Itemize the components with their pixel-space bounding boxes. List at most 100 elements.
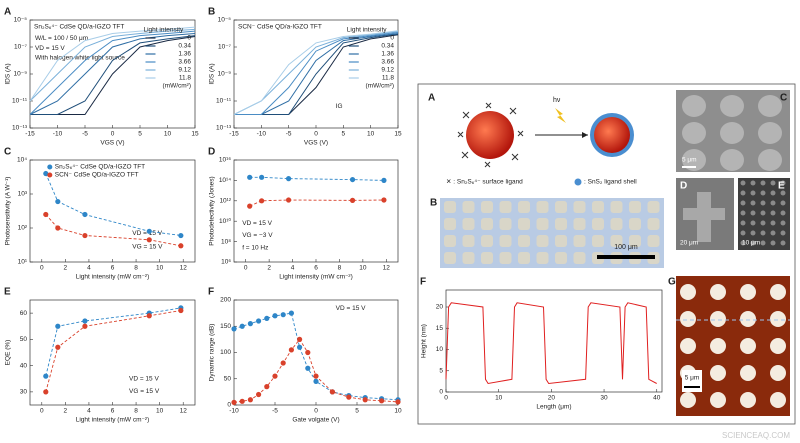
y-tick-label: 200 — [220, 297, 231, 304]
pattern-dot — [680, 311, 696, 327]
legend-entry: Sn₂S₆⁴⁻ CdSe QD/a-IGZO TFT — [55, 164, 145, 171]
y-tick-label: 10² — [18, 225, 28, 232]
data-point — [313, 373, 319, 379]
legend-entry: 1.36 — [381, 51, 394, 58]
pattern-dot — [740, 311, 756, 327]
data-point — [231, 399, 237, 405]
y-tick-label: 10¹⁴ — [219, 177, 231, 184]
panel-label: F — [208, 287, 214, 298]
x-tick-label: -10 — [257, 131, 267, 138]
plot-frame — [445, 289, 663, 393]
y-axis-label: Dynamic range (dB) — [209, 324, 216, 382]
annotation: VD = 15 V — [132, 230, 162, 237]
pattern-dot — [481, 252, 493, 264]
schematic: A hν ✕ : Sn₂S₆⁴⁻ surface ligand : SnS₂ l… — [428, 93, 637, 186]
x-axis-label: Light intensity (mW cm⁻²) — [76, 274, 150, 281]
pattern-dot — [770, 180, 776, 186]
x-tick-label: 2 — [267, 265, 271, 272]
pattern-dot — [518, 252, 530, 264]
pattern-dot — [444, 218, 456, 230]
pattern-dot — [750, 200, 756, 206]
data-point — [297, 344, 303, 350]
y-axis-label: EQE (%) — [5, 340, 12, 366]
legend-entry: 0 — [187, 35, 191, 42]
data-point — [379, 398, 385, 404]
data-point — [146, 237, 152, 243]
pattern-dot — [481, 201, 493, 213]
annotation: VD = 15 V — [336, 305, 366, 312]
data-point — [247, 397, 253, 403]
y-tick-label: 10⁻¹³ — [216, 125, 232, 132]
data-point — [305, 365, 311, 371]
data-point — [55, 323, 61, 329]
pattern-dot — [770, 220, 776, 226]
data-point — [55, 344, 61, 350]
pattern-dot — [647, 218, 660, 230]
data-point — [82, 318, 88, 324]
annotation: VD = 15 V — [242, 220, 272, 227]
pattern-dot — [740, 190, 746, 196]
pattern-dot — [780, 200, 786, 206]
pattern-dot — [750, 210, 756, 216]
data-point — [297, 336, 303, 342]
pattern-dot — [740, 338, 756, 354]
data-point — [247, 174, 253, 180]
ligand-legend: ✕ : Sn₂S₆⁴⁻ surface ligand — [446, 179, 523, 186]
series-line — [29, 30, 196, 115]
y-tick-label: 50 — [20, 336, 28, 343]
pattern-dot — [462, 201, 475, 213]
y-tick-label: 40 — [20, 362, 28, 369]
pattern-dot — [760, 210, 766, 216]
hv-label: hν — [553, 97, 561, 104]
y-tick-label: 10⁶ — [221, 259, 231, 266]
x-tick-label: 0 — [244, 265, 248, 272]
pattern-dot — [518, 235, 530, 247]
series-line — [30, 35, 196, 115]
pattern-dot — [750, 240, 756, 246]
data-point — [82, 211, 88, 218]
pattern-dot — [592, 235, 604, 247]
pattern-dot — [720, 122, 744, 144]
pattern-dot — [710, 392, 726, 408]
series-line — [29, 26, 196, 102]
pattern-dot — [760, 200, 766, 206]
x-tick-label: 0 — [111, 131, 115, 138]
x-tick-label: -10 — [53, 131, 63, 138]
pattern-dot — [740, 200, 746, 206]
pattern-dot — [629, 201, 641, 213]
panel-label: E — [4, 287, 11, 298]
pattern-dot — [770, 240, 776, 246]
pattern-dot — [770, 311, 786, 327]
legend-entry: 11.8 — [382, 75, 395, 82]
scale-bar-label: 100 μm — [614, 244, 638, 251]
data-point — [247, 203, 253, 209]
y-axis-label: Photosensitivity (A W⁻¹) — [5, 177, 12, 246]
data-point — [55, 198, 61, 205]
pattern-dot — [758, 122, 782, 144]
pattern-dot — [629, 218, 641, 230]
data-point — [247, 321, 253, 327]
pattern-dot — [780, 220, 786, 226]
x-tick-label: 5 — [342, 131, 346, 138]
x-tick-label: 2 — [64, 408, 68, 415]
pattern-dot — [536, 218, 549, 230]
pattern-dot — [499, 252, 512, 264]
series-line — [29, 33, 196, 115]
pattern-dot — [499, 235, 512, 247]
x-tick-label: 0 — [314, 131, 318, 138]
pattern-dot — [682, 95, 706, 117]
x-tick-label: 4 — [291, 265, 295, 272]
x-tick-label: 15 — [191, 131, 199, 138]
scale-bar-label: 5 μm — [685, 375, 700, 382]
scale-bar-label: 10 μm — [742, 240, 760, 247]
data-point — [178, 243, 184, 249]
micrograph-b: B 100 μm — [430, 198, 664, 268]
chart-title: Sn₂S₆⁴⁻ CdSe QD/a-IGZO TFT — [34, 24, 124, 31]
legend-dot — [574, 178, 582, 186]
pattern-dot — [680, 392, 696, 408]
pattern-dot — [770, 284, 786, 300]
pattern-dot — [592, 218, 604, 230]
pattern-dot — [750, 190, 756, 196]
pattern-dot — [770, 210, 776, 216]
data-point — [349, 176, 356, 183]
